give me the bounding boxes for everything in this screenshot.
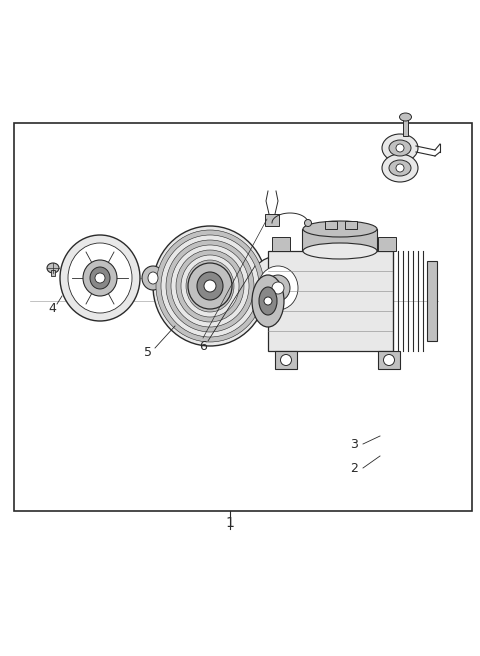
Bar: [427, 261, 437, 341]
Bar: [325, 221, 337, 229]
Ellipse shape: [171, 245, 249, 327]
Circle shape: [384, 354, 395, 365]
Ellipse shape: [191, 265, 229, 307]
Circle shape: [304, 220, 312, 226]
Ellipse shape: [47, 263, 59, 273]
Ellipse shape: [258, 266, 298, 310]
Ellipse shape: [90, 267, 110, 289]
Text: 1: 1: [226, 516, 234, 530]
Bar: [272, 237, 290, 251]
Ellipse shape: [382, 154, 418, 182]
Text: 2: 2: [350, 462, 358, 474]
Bar: [265, 214, 279, 226]
Ellipse shape: [60, 235, 140, 321]
Ellipse shape: [259, 287, 277, 315]
Ellipse shape: [266, 275, 290, 301]
Text: 5: 5: [144, 346, 152, 359]
Ellipse shape: [382, 134, 418, 162]
Ellipse shape: [156, 230, 264, 342]
Bar: [268, 251, 393, 351]
Ellipse shape: [83, 260, 117, 296]
Ellipse shape: [68, 243, 132, 313]
Ellipse shape: [186, 260, 234, 312]
Bar: [51, 270, 55, 276]
Text: 4: 4: [48, 302, 56, 314]
Bar: [378, 351, 400, 369]
Bar: [403, 118, 408, 136]
Ellipse shape: [303, 243, 377, 259]
Ellipse shape: [248, 256, 308, 320]
Ellipse shape: [161, 235, 259, 337]
Circle shape: [272, 282, 284, 294]
Bar: [14, 123, 472, 511]
Ellipse shape: [252, 275, 284, 327]
Ellipse shape: [176, 250, 244, 322]
Ellipse shape: [166, 240, 254, 332]
Ellipse shape: [389, 140, 411, 156]
Bar: [345, 221, 357, 229]
Circle shape: [396, 144, 404, 152]
Bar: [378, 237, 396, 251]
Ellipse shape: [181, 255, 239, 317]
Bar: [302, 229, 377, 251]
Circle shape: [264, 297, 272, 305]
Ellipse shape: [153, 226, 267, 346]
Text: 3: 3: [350, 438, 358, 451]
Circle shape: [204, 280, 216, 292]
Circle shape: [396, 164, 404, 172]
Ellipse shape: [303, 221, 377, 237]
Circle shape: [280, 354, 291, 365]
Ellipse shape: [142, 266, 164, 290]
Ellipse shape: [389, 160, 411, 176]
Ellipse shape: [197, 272, 223, 300]
Ellipse shape: [148, 272, 158, 284]
Bar: [275, 351, 297, 369]
Text: 6: 6: [199, 340, 207, 352]
Circle shape: [95, 273, 105, 283]
Ellipse shape: [399, 113, 411, 121]
Ellipse shape: [188, 263, 232, 309]
